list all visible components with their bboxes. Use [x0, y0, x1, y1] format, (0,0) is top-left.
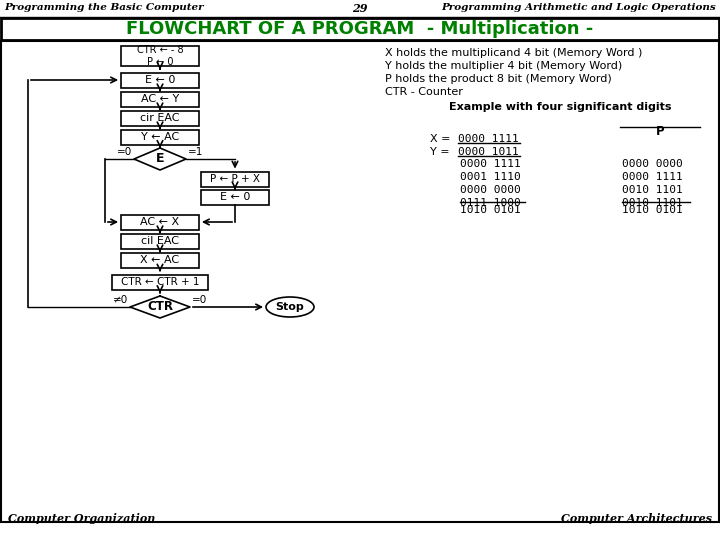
Text: 1010 0101: 1010 0101 [622, 205, 683, 215]
Text: ≠0: ≠0 [113, 295, 128, 305]
Text: Y holds the multiplier 4 bit (Memory Word): Y holds the multiplier 4 bit (Memory Wor… [385, 61, 622, 71]
Polygon shape [130, 296, 190, 318]
Text: 1010 0101: 1010 0101 [460, 205, 521, 215]
Text: cir EAC: cir EAC [140, 113, 180, 123]
Bar [121, 111, 199, 125]
Text: Computer Organization: Computer Organization [8, 513, 156, 524]
Text: Programming Arithmetic and Logic Operations: Programming Arithmetic and Logic Operati… [441, 3, 716, 12]
Text: =0: =0 [117, 147, 132, 157]
Text: CTR ← - 8
P ← 0: CTR ← - 8 P ← 0 [137, 45, 184, 67]
Bar [121, 214, 199, 230]
Text: X holds the multiplicand 4 bit (Memory Word ): X holds the multiplicand 4 bit (Memory W… [385, 48, 642, 58]
Text: FLOWCHART OF A PROGRAM  - Multiplication -: FLOWCHART OF A PROGRAM - Multiplication … [127, 20, 593, 38]
Text: AC ← X: AC ← X [140, 217, 179, 227]
Bar [121, 130, 199, 145]
Text: X ← AC: X ← AC [140, 255, 179, 265]
Polygon shape [134, 148, 186, 170]
Text: Computer Architectures: Computer Architectures [561, 513, 712, 524]
Text: 0000 1111: 0000 1111 [622, 172, 683, 182]
Text: 0010 1101: 0010 1101 [622, 198, 683, 208]
Text: P holds the product 8 bit (Memory Word): P holds the product 8 bit (Memory Word) [385, 74, 612, 84]
Text: =0: =0 [192, 295, 207, 305]
Text: CTR ← CTR + 1: CTR ← CTR + 1 [121, 277, 199, 287]
Text: 0000 1111: 0000 1111 [460, 159, 521, 169]
Text: Stop: Stop [276, 302, 305, 312]
Bar [201, 172, 269, 186]
Bar [121, 253, 199, 267]
Text: 0000 0000: 0000 0000 [622, 159, 683, 169]
Ellipse shape [266, 297, 314, 317]
Bar [1, 18, 719, 40]
Text: Programming the Basic Computer: Programming the Basic Computer [4, 3, 204, 12]
Bar [121, 233, 199, 248]
Text: E: E [156, 152, 164, 165]
Text: P ← P + X: P ← P + X [210, 174, 260, 184]
Bar [201, 190, 269, 205]
Text: P: P [656, 125, 665, 138]
Text: 0000 0000: 0000 0000 [460, 185, 521, 195]
Text: E ← 0: E ← 0 [220, 192, 250, 202]
Bar [121, 46, 199, 66]
Text: E ← 0: E ← 0 [145, 75, 175, 85]
Text: 0111 1000: 0111 1000 [460, 198, 521, 208]
Bar [112, 274, 208, 289]
Text: AC ← Y: AC ← Y [141, 94, 179, 104]
Text: =1: =1 [188, 147, 203, 157]
Bar [1, 41, 719, 522]
Bar [121, 72, 199, 87]
Text: 0010 1101: 0010 1101 [622, 185, 683, 195]
Text: 0000 1111: 0000 1111 [458, 134, 518, 144]
Text: Y ← AC: Y ← AC [141, 132, 179, 142]
Text: cil EAC: cil EAC [141, 236, 179, 246]
Text: Y =: Y = [430, 147, 449, 157]
Text: Example with four significant digits: Example with four significant digits [449, 102, 671, 112]
Text: 29: 29 [352, 3, 368, 14]
Text: CTR - Counter: CTR - Counter [385, 87, 463, 97]
Bar [121, 91, 199, 106]
Text: 0000 1011: 0000 1011 [458, 147, 518, 157]
Text: X =: X = [430, 134, 451, 144]
Text: 0001 1110: 0001 1110 [460, 172, 521, 182]
Text: CTR: CTR [147, 300, 173, 314]
